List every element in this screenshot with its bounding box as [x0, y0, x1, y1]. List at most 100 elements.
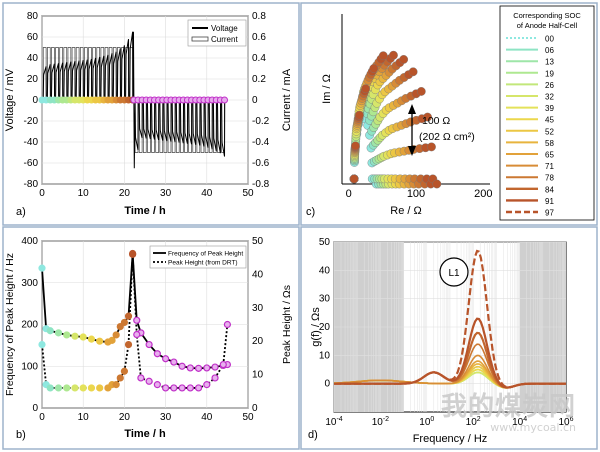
panel-a-y2tick-label: -0.8 [252, 179, 270, 190]
panel-c-nyquist-point [423, 112, 432, 122]
panel-border-a [2, 2, 300, 226]
panel-b-peakheight-marker [162, 384, 170, 392]
panel-c-nyquist-point [361, 84, 371, 94]
panel-a-xtick-label: 30 [160, 188, 172, 199]
panel-c-legend-label: 45 [545, 116, 554, 125]
panel-b-frequency-marker [133, 316, 141, 324]
panel-c-legend-label: 52 [545, 127, 554, 136]
panel-b-peakheight-marker [203, 381, 211, 389]
panel-c-legend-label: 84 [545, 185, 554, 194]
panel-b-peakheight-marker [71, 384, 79, 392]
panel-d-xtick-label: 10-4 [325, 416, 342, 428]
panel-a-ytick-label: 40 [27, 53, 39, 64]
panel-a-plot: 0 10 20 30 40 50 -80 -60 -40 -20 0 20 40 60 80 -0.8 -0.6… [4, 11, 293, 217]
panel-b-frequency-marker [186, 364, 194, 372]
panel-b-frequency-marker [112, 331, 120, 339]
panel-b-peakheight-marker [145, 377, 153, 385]
panel-c-legend-title-line2: of Anode Half-Cell [517, 21, 578, 30]
panel-a-y2tick-label: -0.6 [252, 158, 270, 169]
panel-b-peakheight-marker [38, 340, 46, 349]
panel-d-xtick-label: 104 [512, 416, 527, 428]
panel-a-y2tick-label: 0 [252, 95, 258, 106]
panel-a-xtick-label: 10 [78, 188, 90, 199]
panel-b-peakheight-marker [54, 384, 63, 392]
panel-c-nyquist-point [432, 179, 442, 189]
panel-b-frequency-marker [145, 340, 153, 349]
panel-b-xtick-label: 20 [119, 412, 131, 423]
panel-a-legend-voltage-label: Voltage [211, 24, 238, 33]
panel-a-legend-current-label: Current [211, 35, 238, 44]
panel-d-annotation-label: L1 [448, 268, 460, 279]
panel-c-plot: 0 100 200 100 Ω (202 Ω cm²) Re / Ω Im / Ω Corre… [321, 5, 595, 221]
panel-b-xtick-label: 40 [201, 412, 213, 423]
panel-a-xlabel: Time / h [124, 205, 166, 217]
panel-b-frequency-marker [46, 327, 54, 335]
panel-b-ytick-label: 100 [21, 361, 38, 372]
panel-c-nyquist-point [389, 50, 398, 60]
panel-a-rest-marker [221, 96, 229, 104]
panel-b-y2tick-label: 20 [252, 336, 264, 347]
panel-b-xtick-label: 30 [160, 412, 172, 423]
panel-c-xtick-label: 100 [407, 188, 425, 200]
panel-b-y2tick-label: 50 [252, 236, 264, 247]
panel-d-xtick-label: 102 [466, 416, 481, 428]
panel-b-frequency-marker [87, 335, 96, 343]
panel-c-legend-label: 97 [545, 209, 554, 218]
panel-a-ytick-label: -20 [24, 116, 39, 127]
panel-d-ytick-label: 50 [319, 237, 331, 248]
panel-b-peakheight-marker [87, 384, 96, 392]
panel-d-ytick-label: 10 [319, 350, 331, 361]
panel-a-legend-box [187, 19, 247, 47]
panel-b-frequency-marker [54, 329, 63, 337]
panel-b-peakheight-marker [46, 384, 54, 392]
panel-c-legend-label: 91 [545, 197, 554, 206]
panel-b-legend-box [149, 245, 247, 269]
panel-a-y2tick-label: 0.6 [252, 32, 266, 43]
panel-b-frequency-marker [194, 364, 203, 372]
panel-c-legend-label: 58 [545, 139, 554, 148]
panel-a-ytick-label: -40 [24, 137, 39, 148]
panel-c-nyquist-point [351, 141, 360, 151]
panel-c-xtick-label: 0 [346, 188, 352, 200]
panel-c-nyquist-point [378, 51, 388, 61]
panel-b-y2tick-label: 10 [252, 370, 264, 381]
panel-b-peakheight-marker [96, 384, 104, 392]
panel-b-frequency-marker [124, 312, 133, 320]
panel-b-xtick-label: 0 [39, 412, 45, 423]
panel-b-ylabel: Frequency of Peak Height / Hz [4, 253, 16, 396]
panel-d-xtick-label: 106 [558, 416, 573, 428]
panel-c-legend-label: 06 [545, 46, 554, 55]
panel-c-nyquist-point [369, 64, 379, 73]
panel-a-letter: a) [16, 206, 26, 218]
panel-b-plot: 0 10 20 30 40 50010020030040001020304050Frequ… [4, 236, 293, 440]
panel-b-peakheight-marker [112, 381, 120, 389]
panel-b-peakheight-marker [223, 320, 231, 329]
panel-a-legend: Voltage Current [187, 19, 247, 47]
panel-c-legend-label: 13 [545, 58, 554, 67]
panel-b-peakheight-marker [186, 384, 194, 392]
panel-b-y2tick-label: 40 [252, 269, 264, 280]
panel-b-frequency-marker [71, 332, 79, 340]
panel-c-legend-label: 65 [545, 151, 554, 160]
panel-d-xtick-label: 10-2 [372, 416, 389, 428]
panel-b-frequency-marker [162, 355, 170, 363]
panel-d-ytick-label: 30 [319, 294, 331, 305]
panel-b-legend: Frequency of Peak Height Peak Height (fro… [149, 245, 247, 269]
panel-a-ytick-label: 80 [27, 11, 39, 22]
panel-c-xlabel: Re / Ω [390, 205, 421, 217]
panel-d-drt-curve [334, 249, 566, 389]
panel-b-y2tick-label: 30 [252, 303, 264, 314]
panel-c-nyquist-point [416, 87, 426, 96]
panel-a-legend-current-swatch [191, 36, 209, 42]
panel-c-legend-label: 00 [545, 35, 554, 44]
panel-b-frequency-marker [116, 322, 124, 331]
panel-b-frequency-marker [153, 350, 161, 358]
panel-a-ytick-label: 0 [32, 95, 38, 106]
panel-c-legend-label: 26 [545, 81, 554, 90]
panel-a-y2label: Current / mA [281, 68, 293, 131]
panel-c-nyquist-point [399, 55, 409, 64]
panel-c-legend-label: 19 [545, 69, 554, 78]
panel-b-peakheight-marker [63, 384, 71, 392]
panel-c-ylabel: Im / Ω [321, 74, 333, 104]
panel-b-peakheight-marker [153, 381, 161, 389]
